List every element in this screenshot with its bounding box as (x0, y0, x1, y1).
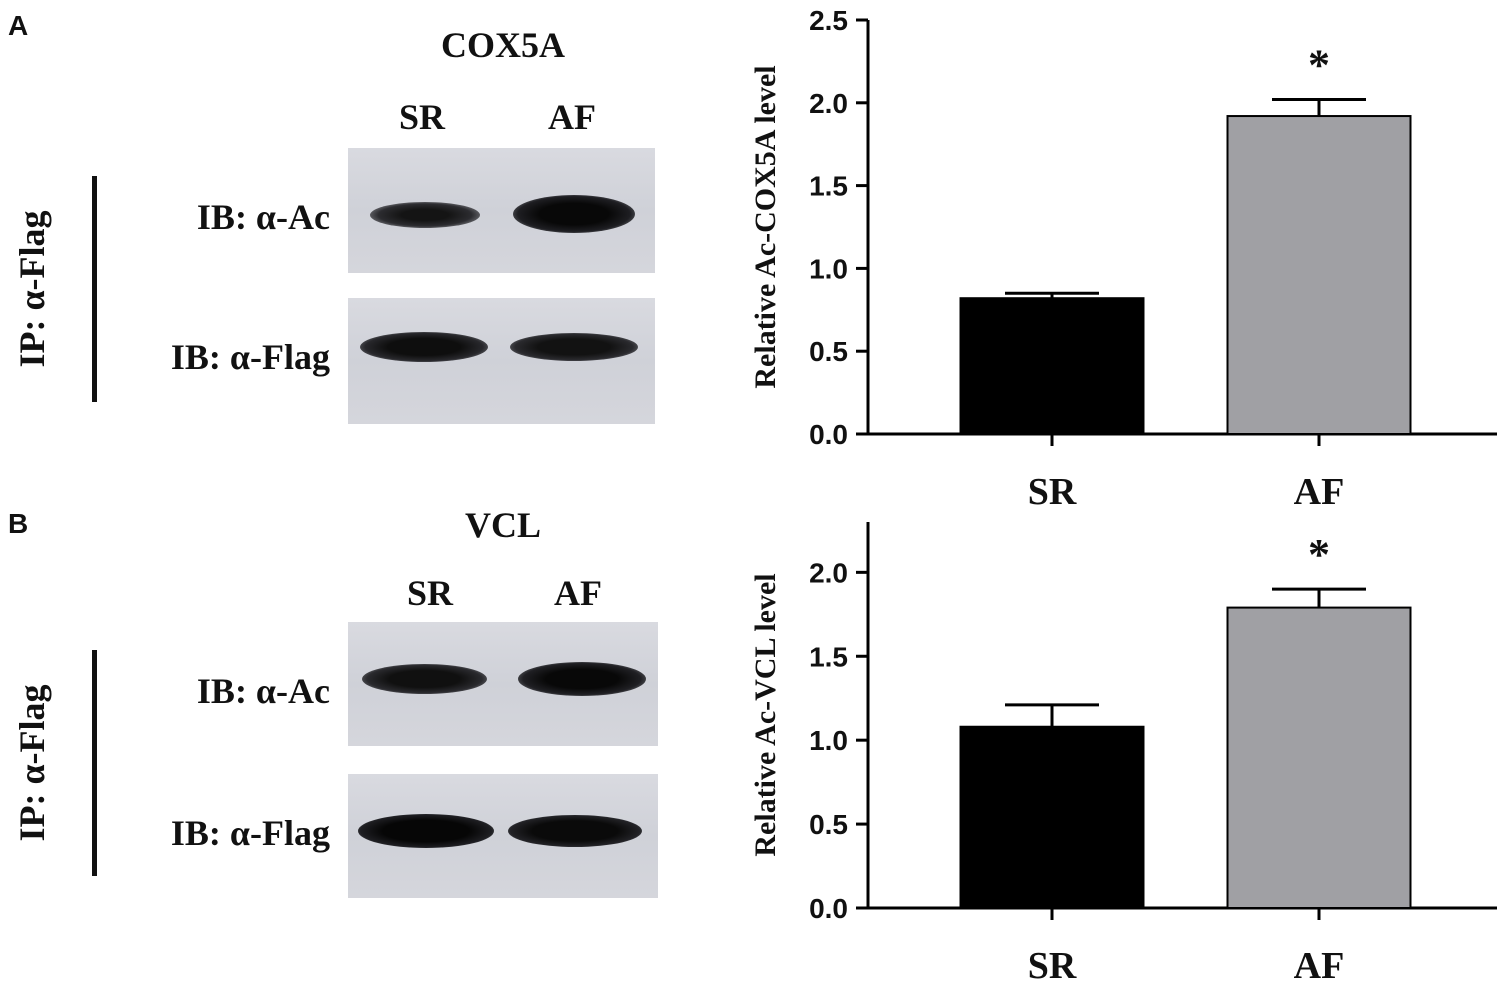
x-tick-label: SR (1028, 471, 1077, 513)
y-tick-label: 1.0 (809, 725, 848, 756)
y-tick-label: 0.0 (809, 419, 848, 450)
ip-bracket-bar (92, 650, 97, 876)
y-tick-label: 0.0 (809, 893, 848, 924)
significance-marker: * (1308, 530, 1330, 579)
x-tick-label: SR (1028, 945, 1077, 981)
panel-b: B VCL SR AF IP: α-Flag IB: α-Ac IB: α-Fl… (0, 490, 1505, 981)
blot-title: VCL (464, 505, 541, 545)
ib-label-flag: IB: α-Flag (170, 813, 330, 853)
panel-a: A COX5A SR AF IP: α-Flag IB: α-Ac IB: α-… (0, 0, 1505, 513)
blot-band (510, 333, 638, 361)
bar-af (1226, 115, 1412, 435)
y-tick-label: 1.0 (809, 253, 848, 284)
lane-label-sr: SR (406, 573, 454, 613)
y-axis-label: Relative Ac-VCL level (749, 573, 782, 856)
y-tick-label: 1.5 (809, 171, 848, 202)
panel-letter: B (8, 508, 29, 539)
y-tick-label: 2.0 (809, 88, 848, 119)
blot-band (362, 664, 487, 694)
lane-label-sr: SR (398, 97, 446, 137)
x-tick-label: AF (1294, 471, 1345, 513)
lane-label-af: AF (554, 573, 602, 613)
bar-af (1226, 606, 1412, 909)
bar-sr (959, 297, 1145, 436)
ip-bracket-bar (92, 176, 97, 402)
blot-band (358, 814, 494, 848)
y-axis-label: Relative Ac-COX5A level (749, 65, 782, 388)
blot-band (370, 202, 480, 228)
western-blot-flag (348, 298, 655, 424)
bar-chart-ac-cox5a: 0.0 0.5 1.0 1.5 2.0 2.5 Relative Ac-COX5A leve… (749, 5, 1497, 513)
ib-label-ac: IB: α-Ac (196, 197, 330, 237)
blot-title: COX5A (441, 25, 565, 65)
y-tick-label: 0.5 (809, 809, 848, 840)
blot-band (508, 815, 642, 847)
x-tick-label: AF (1294, 945, 1345, 981)
significance-marker: * (1308, 40, 1330, 89)
y-tick-label: 1.5 (809, 641, 848, 672)
y-tick-label: 0.5 (809, 336, 848, 367)
blot-band (360, 332, 488, 362)
western-blot-ac (348, 148, 655, 273)
panel-letter: A (8, 10, 29, 41)
ib-label-flag: IB: α-Flag (170, 337, 330, 377)
y-tick-label: 2.0 (809, 557, 848, 588)
ip-label: IP: α-Flag (12, 210, 52, 368)
bar-sr (959, 725, 1145, 909)
bar-chart-ac-vcl: 0.0 0.5 1.0 1.5 2.0 Relative Ac-VCL level SR AF… (749, 522, 1497, 981)
blot-band (518, 662, 646, 696)
y-tick-label: 2.5 (809, 5, 848, 36)
ib-label-ac: IB: α-Ac (196, 671, 330, 711)
western-blot-ac (348, 622, 658, 746)
lane-label-af: AF (548, 97, 596, 137)
western-blot-flag (348, 774, 658, 898)
ip-label: IP: α-Flag (12, 684, 52, 842)
blot-band (513, 195, 635, 233)
